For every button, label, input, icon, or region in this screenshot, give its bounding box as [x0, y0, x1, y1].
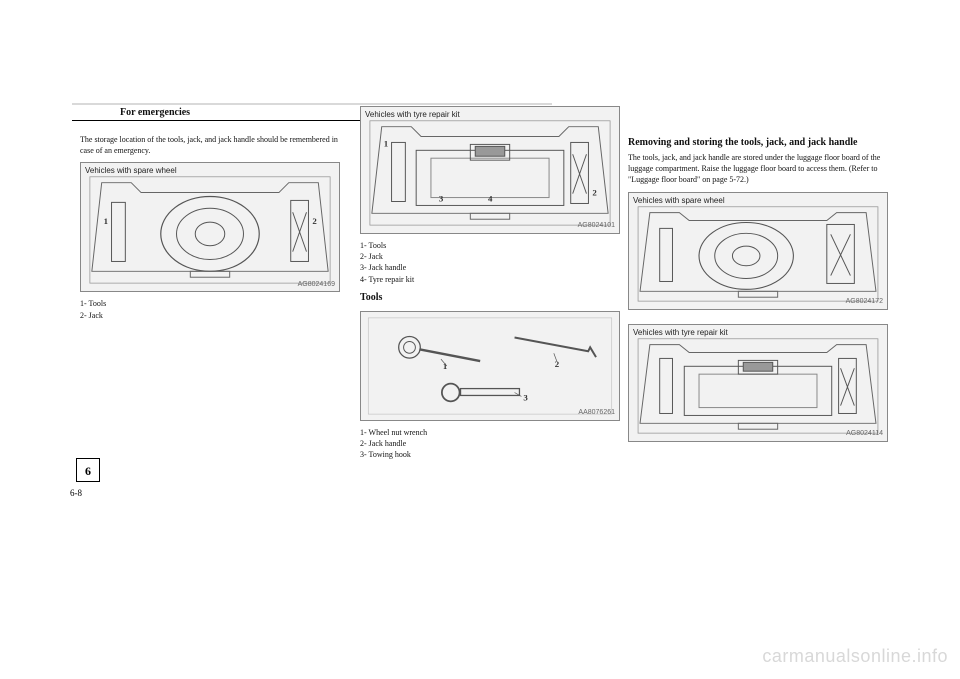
figure-label: Vehicles with spare wheel — [633, 195, 725, 206]
column-3: Removing and storing the tools, jack, an… — [628, 132, 888, 448]
tool-item: 1- Wheel nut wrench — [360, 427, 620, 438]
svg-text:3: 3 — [439, 194, 444, 204]
svg-text:2: 2 — [555, 359, 560, 369]
legend-item: 1- Tools — [80, 298, 340, 309]
figure-code: AG8024114 — [846, 429, 883, 439]
watermark: carmanualsonline.info — [762, 646, 948, 667]
svg-text:1: 1 — [104, 216, 108, 226]
remove-store-text: The tools, jack, and jack handle are sto… — [628, 152, 888, 186]
tools-title: Tools — [360, 291, 620, 305]
spare-wheel-diagram-icon: 1 2 — [81, 163, 339, 291]
column-2: Vehicles with tyre repair kit AG8024101 … — [360, 100, 620, 466]
figure-tyre-repair-kit: Vehicles with tyre repair kit AG8024101 … — [360, 106, 620, 234]
figure-tools: AA8076261 1 2 3 — [360, 311, 620, 421]
svg-text:2: 2 — [592, 188, 597, 198]
header-section-label: For emergencies — [120, 107, 190, 118]
spare-wheel-2-diagram-icon — [629, 193, 887, 309]
svg-text:3: 3 — [523, 392, 528, 402]
intro-text: The storage location of the tools, jack,… — [80, 134, 340, 156]
svg-text:1: 1 — [384, 138, 388, 148]
figure-code: AG8024101 — [578, 221, 615, 231]
legend-item: 2- Jack — [80, 310, 340, 321]
svg-text:2: 2 — [312, 216, 317, 226]
legend-item: 4- Tyre repair kit — [360, 274, 620, 285]
figure-spare-wheel-2: Vehicles with spare wheel AG8024172 — [628, 192, 888, 310]
legend-item: 1- Tools — [360, 240, 620, 251]
tyre-repair-2-diagram-icon — [629, 325, 887, 441]
page-number: 6-8 — [70, 488, 82, 498]
figure-code: AA8076261 — [578, 408, 615, 418]
legend-list: 1- Tools 2- Jack — [80, 298, 340, 320]
figure-code: AG8024169 — [298, 280, 335, 290]
page-tab: 6 — [76, 458, 100, 482]
figure-label: Vehicles with tyre repair kit — [633, 327, 728, 338]
figure-code: AG8024172 — [846, 297, 883, 307]
tool-item: 3- Towing hook — [360, 449, 620, 460]
figure-label: Vehicles with tyre repair kit — [365, 109, 460, 120]
legend-item: 3- Jack handle — [360, 262, 620, 273]
column-1: The storage location of the tools, jack,… — [80, 132, 340, 327]
figure-label: Vehicles with spare wheel — [85, 165, 177, 176]
tool-list: 1- Wheel nut wrench 2- Jack handle 3- To… — [360, 427, 620, 461]
tool-item: 2- Jack handle — [360, 438, 620, 449]
figure-spare-wheel: Vehicles with spare wheel AG8024169 1 2 — [80, 162, 340, 292]
remove-store-title: Removing and storing the tools, jack, an… — [628, 136, 888, 150]
tools-diagram-icon: 1 2 3 — [361, 312, 619, 420]
tyre-repair-diagram-icon: 1 2 3 4 — [361, 107, 619, 233]
figure-tyre-repair-2: Vehicles with tyre repair kit AG8024114 — [628, 324, 888, 442]
legend-list: 1- Tools 2- Jack 3- Jack handle 4- Tyre … — [360, 240, 620, 285]
svg-text:4: 4 — [488, 194, 493, 204]
legend-item: 2- Jack — [360, 251, 620, 262]
